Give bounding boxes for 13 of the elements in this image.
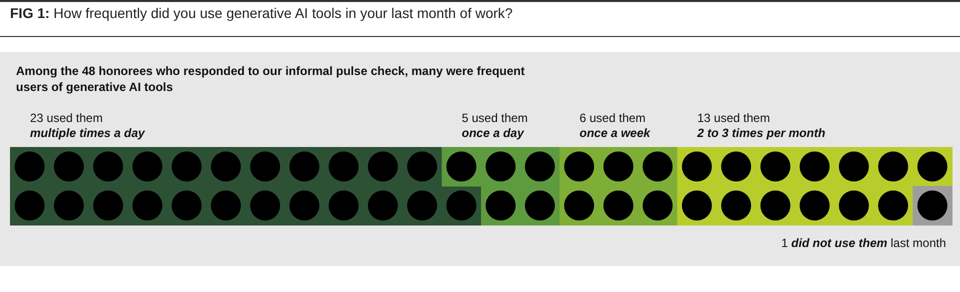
category-label: once a day	[462, 126, 526, 140]
category-label: did not use them	[791, 236, 888, 250]
data-label: 13 used them	[697, 111, 770, 125]
category-label: 2 to 3 times per month	[696, 126, 826, 140]
data-label: 1	[781, 236, 792, 250]
category-label: once a week	[580, 126, 652, 140]
data-label: 6 used them	[580, 111, 646, 125]
data-label: 5 used them	[462, 111, 528, 125]
text: last month	[887, 236, 946, 250]
text: Among the 48 honorees who responded to our informal pulse check, many were frequent users of generative AI tools	[16, 63, 526, 95]
data-label: 23 used them	[30, 111, 103, 125]
category-label: multiple times a day	[30, 126, 146, 140]
text: FIG 1: How frequently did you use generative AI tools in your last month of work?	[10, 5, 513, 21]
